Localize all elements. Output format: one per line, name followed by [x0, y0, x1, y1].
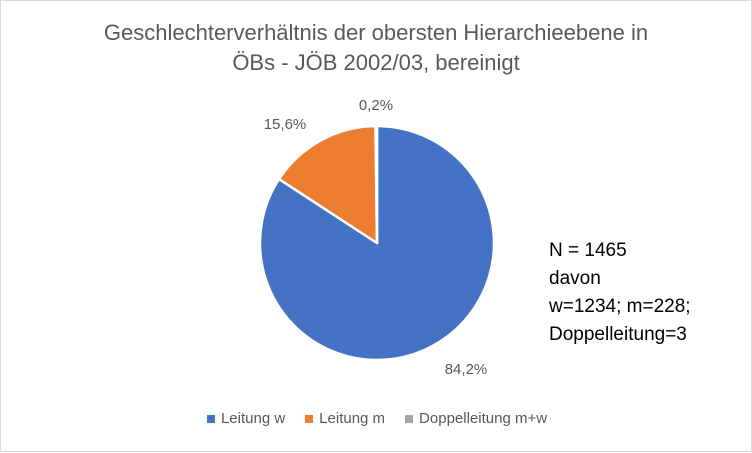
legend-label-doppelleitung: Doppelleitung m+w	[419, 410, 548, 427]
chart-title: Geschlechterverhältnis der obersten Hier…	[41, 18, 711, 78]
note-line-1: N = 1465	[549, 240, 627, 261]
data-label-leitung-m: 15,6%	[264, 116, 307, 133]
legend: Leitung w Leitung m Doppelleitung m+w	[1, 410, 752, 427]
note-line-2: davon	[549, 268, 601, 289]
sample-size-note: N = 1465 davon w=1234; m=228; Doppelleit…	[549, 237, 691, 349]
note-line-4: Doppelleitung=3	[549, 324, 687, 345]
pie-slice-doppelleitung-m-w	[374, 124, 379, 245]
data-label-doppelleitung-m-w: 0,2%	[359, 97, 393, 114]
chart-title-line-2: ÖBs - JÖB 2002/03, bereinigt	[232, 50, 520, 75]
legend-swatch-leitung-m	[305, 414, 314, 423]
legend-label-leitung-w: Leitung w	[220, 410, 286, 427]
legend-item-doppelleitung: Doppelleitung m+w	[405, 410, 547, 427]
chart-title-line-1: Geschlechterverhältnis der obersten Hier…	[103, 20, 649, 45]
legend-label-leitung-m: Leitung m	[319, 410, 386, 427]
legend-item-leitung-w: Leitung w	[206, 410, 286, 427]
legend-swatch-leitung-w	[206, 414, 215, 423]
pie-slice-leitung-m	[277, 124, 379, 245]
legend-swatch-doppelleitung	[405, 414, 414, 423]
data-label-leitung-w: 84,2%	[445, 361, 488, 378]
legend-item-leitung-m: Leitung m	[305, 410, 385, 427]
note-line-3: w=1234; m=228;	[549, 296, 691, 317]
